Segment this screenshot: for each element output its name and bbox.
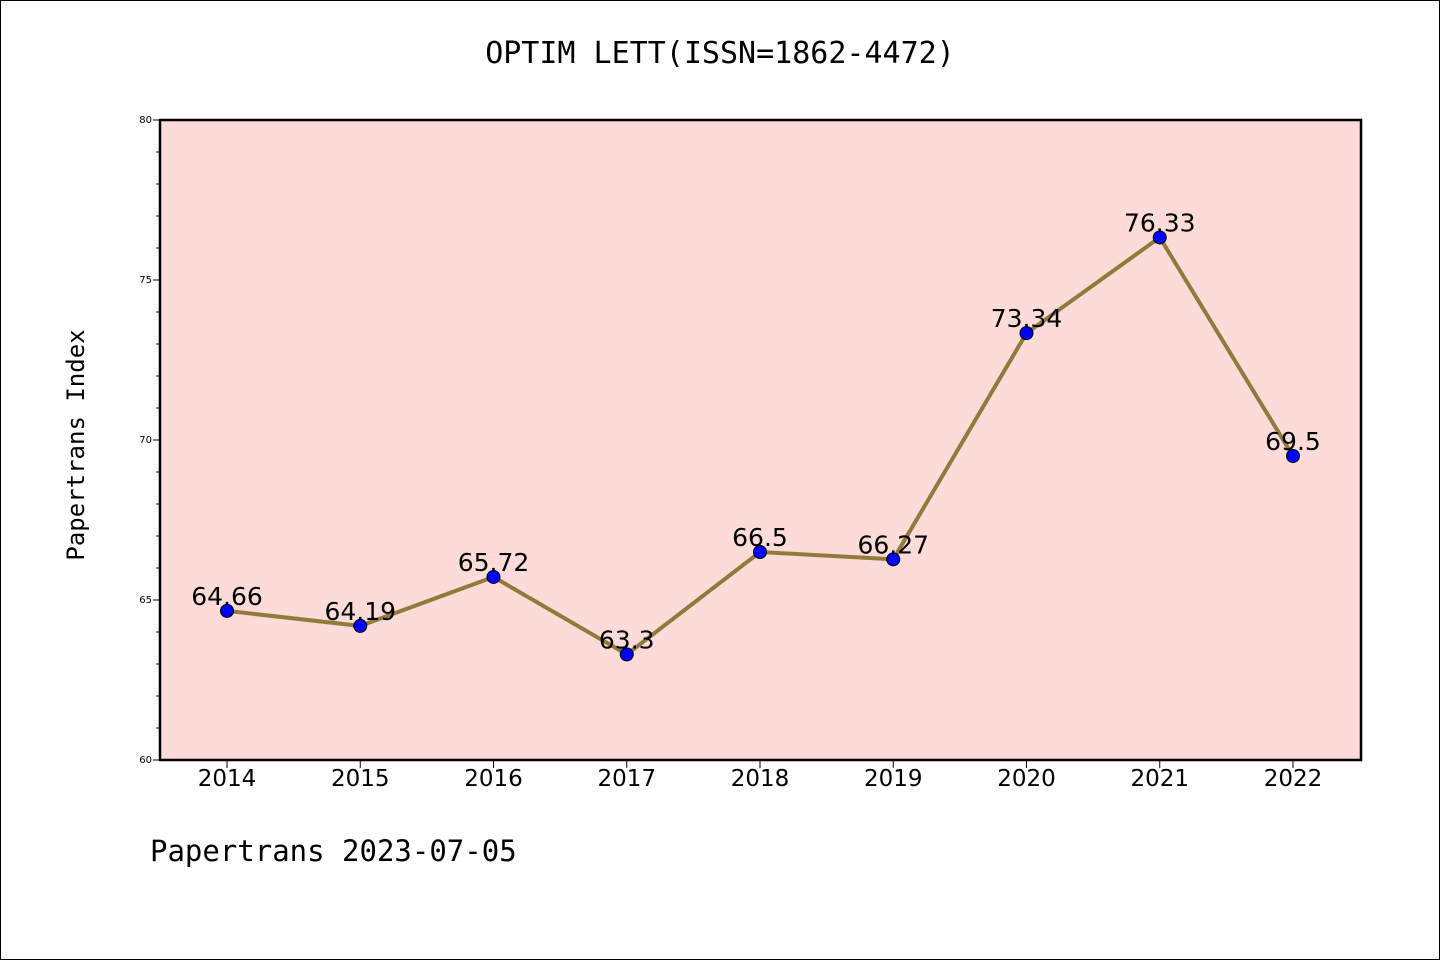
x-tick-label: 2019 [864,766,923,792]
x-tick-label: 2022 [1264,766,1323,792]
data-point [220,603,234,618]
data-label: 64.66 [191,582,263,611]
data-point [1152,230,1167,245]
data-point [753,545,767,559]
x-tick-label: 2014 [198,766,257,792]
footer-caption: Papertrans 2023-07-05 [150,834,517,868]
y-tick-label: 70 [139,435,152,446]
x-tick-label: 2018 [731,766,790,792]
data-label: 69.5 [1265,427,1321,456]
y-tick-label: 65 [139,595,152,606]
data-label: 65.72 [458,548,530,577]
x-tick-label: 2016 [464,766,523,792]
data-point [1286,449,1300,463]
x-tick-label: 2017 [597,766,656,792]
data-point [486,569,501,584]
plot-border [158,118,1363,762]
y-tick-label: 80 [139,115,152,126]
data-label: 66.5 [732,523,788,552]
y-tick-label: 60 [139,755,152,766]
y-tick-label: 75 [139,275,152,286]
data-label: 66.27 [857,530,929,559]
data-label: 76.33 [1124,208,1196,237]
x-tick-label: 2015 [331,766,390,792]
data-label: 64.19 [324,597,396,626]
data-label: 63.3 [599,625,655,654]
plot-area [160,120,1361,760]
data-point [619,647,634,662]
data-point [353,618,368,633]
x-tick-label: 2021 [1130,766,1189,792]
data-point [1019,326,1034,341]
x-tick-label: 2020 [997,766,1056,792]
chart-title: OPTIM LETT(ISSN=1862-4472) [485,36,955,71]
data-label: 73.34 [991,304,1063,333]
data-point [886,552,901,567]
